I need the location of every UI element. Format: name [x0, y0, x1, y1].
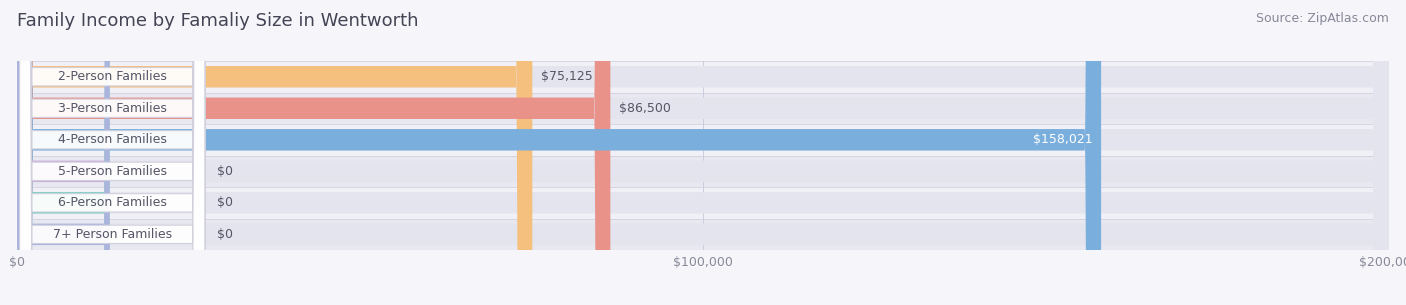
Bar: [17, 187, 1389, 219]
FancyBboxPatch shape: [20, 0, 205, 305]
Bar: [17, 156, 1389, 187]
FancyBboxPatch shape: [20, 0, 205, 305]
Text: Source: ZipAtlas.com: Source: ZipAtlas.com: [1256, 12, 1389, 25]
FancyBboxPatch shape: [17, 0, 1389, 305]
Text: 3-Person Families: 3-Person Families: [58, 102, 167, 115]
FancyBboxPatch shape: [17, 0, 610, 305]
Text: Family Income by Famaliy Size in Wentworth: Family Income by Famaliy Size in Wentwor…: [17, 12, 419, 30]
FancyBboxPatch shape: [17, 0, 533, 305]
FancyBboxPatch shape: [17, 0, 1389, 305]
FancyBboxPatch shape: [20, 0, 205, 305]
Text: 4-Person Families: 4-Person Families: [58, 133, 167, 146]
Text: 2-Person Families: 2-Person Families: [58, 70, 167, 83]
FancyBboxPatch shape: [17, 0, 1389, 305]
Bar: [17, 61, 1389, 92]
FancyBboxPatch shape: [17, 0, 110, 305]
FancyBboxPatch shape: [17, 0, 110, 305]
FancyBboxPatch shape: [17, 0, 1389, 305]
FancyBboxPatch shape: [17, 0, 1389, 305]
FancyBboxPatch shape: [17, 0, 1101, 305]
FancyBboxPatch shape: [17, 0, 110, 305]
Text: $158,021: $158,021: [1033, 133, 1092, 146]
Bar: [17, 92, 1389, 124]
Text: 7+ Person Families: 7+ Person Families: [52, 228, 172, 241]
FancyBboxPatch shape: [20, 0, 205, 305]
FancyBboxPatch shape: [17, 0, 1389, 305]
Text: $75,125: $75,125: [540, 70, 592, 83]
Bar: [17, 124, 1389, 156]
Bar: [17, 219, 1389, 250]
Text: 5-Person Families: 5-Person Families: [58, 165, 167, 178]
Text: $0: $0: [217, 228, 233, 241]
Text: $0: $0: [217, 165, 233, 178]
Text: $0: $0: [217, 196, 233, 209]
FancyBboxPatch shape: [20, 0, 205, 305]
Text: 6-Person Families: 6-Person Families: [58, 196, 167, 209]
FancyBboxPatch shape: [20, 0, 205, 305]
Text: $86,500: $86,500: [619, 102, 671, 115]
